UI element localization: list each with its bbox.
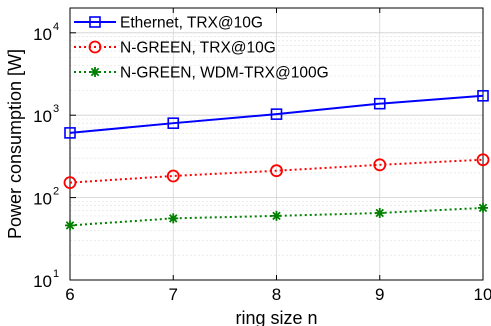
axes xyxy=(69,7,484,281)
data-point-asterisk xyxy=(478,202,488,213)
x-tick-label: 9 xyxy=(375,285,384,304)
series-line xyxy=(69,94,484,134)
legend-marker-asterisk xyxy=(90,67,100,77)
data-series xyxy=(63,89,490,231)
series-2 xyxy=(63,153,490,190)
x-tick-labels: 6 7 8 9 10 xyxy=(65,285,491,304)
data-point-square xyxy=(64,127,76,139)
y-tick-label: 10 xyxy=(33,272,52,291)
data-point-square xyxy=(270,108,283,120)
data-point-circle xyxy=(270,164,283,178)
data-point-square xyxy=(477,89,489,102)
data-point-square xyxy=(373,97,386,110)
data-point-circle xyxy=(373,158,387,172)
data-point-asterisk xyxy=(374,208,385,219)
y-tick-exponent: 2 xyxy=(53,186,59,198)
data-point-circle xyxy=(476,153,490,167)
grid-lines xyxy=(69,7,484,281)
x-tick-label: 8 xyxy=(272,285,281,304)
legend-item: Ethernet, TRX@10G xyxy=(74,15,263,32)
legend-label: Ethernet, TRX@10G xyxy=(120,15,263,32)
y-tick-label: 10 xyxy=(33,190,52,209)
data-point-circle xyxy=(63,176,77,190)
legend-item: N-GREEN, TRX@10G xyxy=(74,40,276,57)
y-tick-exponent: 4 xyxy=(53,21,59,33)
y-axis-label: Power consumption [W] xyxy=(5,49,25,239)
x-tick-label: 10 xyxy=(474,285,491,304)
legend: Ethernet, TRX@10G N-GREEN, TRX@10G N-GREEN… xyxy=(74,15,329,82)
data-point-asterisk xyxy=(65,220,75,231)
data-point-square xyxy=(167,117,180,129)
y-tick-label: 10 xyxy=(33,107,52,126)
y-tick-exponent: 3 xyxy=(53,103,59,115)
series-line xyxy=(69,158,484,184)
legend-label: N-GREEN, TRX@10G xyxy=(120,40,276,57)
data-point-asterisk xyxy=(271,210,282,221)
x-tick-label: 6 xyxy=(65,285,74,304)
y-tick-label: 10 xyxy=(33,25,52,44)
legend-marker-circle xyxy=(88,40,102,54)
data-point-asterisk xyxy=(168,213,179,224)
legend-marker-square xyxy=(89,16,101,28)
data-point-circle xyxy=(166,169,180,183)
series-1 xyxy=(64,89,489,139)
x-tick-label: 7 xyxy=(169,285,178,304)
x-axis-label: ring size n xyxy=(235,308,317,326)
legend-label: N-GREEN, WDM-TRX@100G xyxy=(120,65,329,82)
y-tick-exponent: 1 xyxy=(53,268,59,280)
legend-item: N-GREEN, WDM-TRX@100G xyxy=(74,65,329,82)
series-3 xyxy=(65,202,488,231)
